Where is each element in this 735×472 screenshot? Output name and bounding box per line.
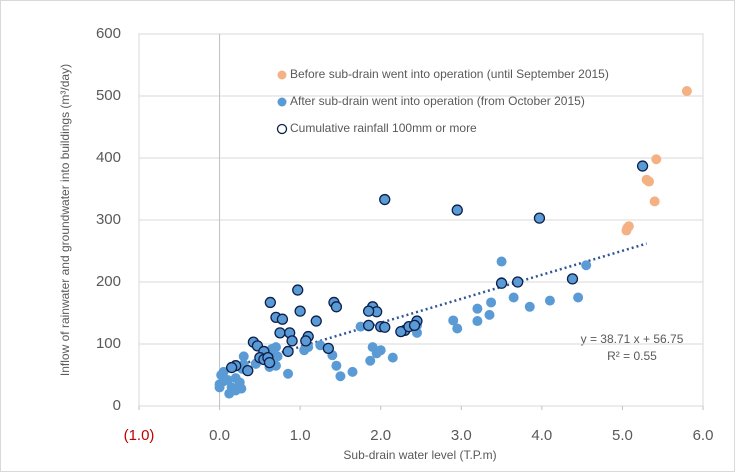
point bbox=[395, 325, 407, 338]
point bbox=[272, 351, 283, 362]
y-axis-label: Inflow of rainwater and groundwater into… bbox=[58, 64, 72, 376]
point bbox=[362, 305, 375, 317]
x-tick-label: 5.0 bbox=[612, 427, 633, 444]
point bbox=[222, 374, 233, 385]
point bbox=[310, 315, 322, 327]
point bbox=[276, 313, 289, 325]
y-tick-label: 600 bbox=[96, 25, 121, 42]
point bbox=[294, 305, 306, 317]
y-tick-label: 400 bbox=[96, 149, 121, 166]
point bbox=[292, 284, 304, 296]
point bbox=[451, 204, 463, 216]
point bbox=[486, 297, 497, 308]
point bbox=[242, 365, 254, 377]
point bbox=[226, 361, 238, 374]
point bbox=[365, 355, 376, 366]
point bbox=[322, 342, 334, 354]
y-tick-label: 200 bbox=[96, 273, 121, 290]
equation: y = 38.71 x + 56.75 bbox=[581, 332, 684, 346]
legend-marker bbox=[277, 70, 287, 80]
point bbox=[581, 260, 592, 271]
legend-marker bbox=[277, 97, 287, 107]
point bbox=[387, 352, 398, 363]
point bbox=[238, 351, 249, 362]
point bbox=[408, 319, 421, 332]
point bbox=[263, 356, 276, 369]
point bbox=[452, 323, 463, 334]
legend-marker bbox=[276, 123, 288, 135]
point bbox=[214, 379, 225, 390]
point bbox=[230, 373, 241, 384]
point bbox=[335, 371, 346, 382]
y-tick-label: 0 bbox=[113, 397, 121, 414]
point bbox=[355, 321, 366, 332]
point bbox=[472, 316, 483, 327]
point bbox=[274, 327, 286, 339]
x-tick-label: 6.0 bbox=[693, 427, 714, 444]
legend-label: Cumulative rainfall 100mm or more bbox=[290, 121, 477, 135]
point bbox=[544, 295, 555, 306]
point bbox=[495, 277, 508, 289]
point bbox=[282, 345, 294, 358]
point bbox=[484, 309, 495, 320]
x-axis-label: Sub-drain water level (T.P.m) bbox=[343, 448, 496, 462]
point bbox=[330, 301, 343, 313]
point bbox=[636, 160, 649, 172]
point bbox=[649, 196, 660, 207]
point bbox=[681, 86, 692, 97]
point bbox=[331, 360, 342, 371]
point bbox=[644, 176, 655, 187]
point bbox=[367, 342, 378, 353]
point bbox=[533, 212, 546, 224]
trendline bbox=[219, 242, 647, 373]
y-tick-label: 500 bbox=[96, 87, 121, 104]
r-squared: R² = 0.55 bbox=[607, 349, 657, 363]
x-tick-label: 1.0 bbox=[290, 427, 311, 444]
legend-label: Before sub-drain went into operation (un… bbox=[290, 67, 609, 81]
point bbox=[379, 193, 391, 206]
x-tick-label: 0.0 bbox=[209, 427, 230, 444]
point bbox=[448, 315, 459, 326]
x-tick-label: 3.0 bbox=[451, 427, 472, 444]
point bbox=[512, 276, 524, 288]
point bbox=[300, 335, 312, 347]
x-tick-label: 4.0 bbox=[531, 427, 552, 444]
point bbox=[379, 321, 391, 333]
point bbox=[496, 256, 507, 267]
point bbox=[524, 301, 535, 312]
y-tick-label: 300 bbox=[96, 211, 121, 228]
point bbox=[508, 292, 519, 303]
point bbox=[566, 273, 579, 285]
point bbox=[347, 366, 358, 377]
point bbox=[230, 385, 241, 396]
point bbox=[573, 292, 584, 303]
point bbox=[651, 154, 662, 165]
point bbox=[622, 223, 633, 234]
x-tick-label: 2.0 bbox=[370, 427, 391, 444]
point bbox=[362, 319, 375, 332]
y-tick-label: 100 bbox=[96, 335, 121, 352]
point bbox=[264, 296, 276, 309]
legend-label: After sub-drain went into operation (fro… bbox=[290, 94, 585, 108]
x-tick-label: (1.0) bbox=[124, 427, 155, 444]
point bbox=[283, 368, 294, 379]
point bbox=[286, 335, 298, 347]
point bbox=[472, 303, 483, 314]
point bbox=[375, 345, 386, 356]
